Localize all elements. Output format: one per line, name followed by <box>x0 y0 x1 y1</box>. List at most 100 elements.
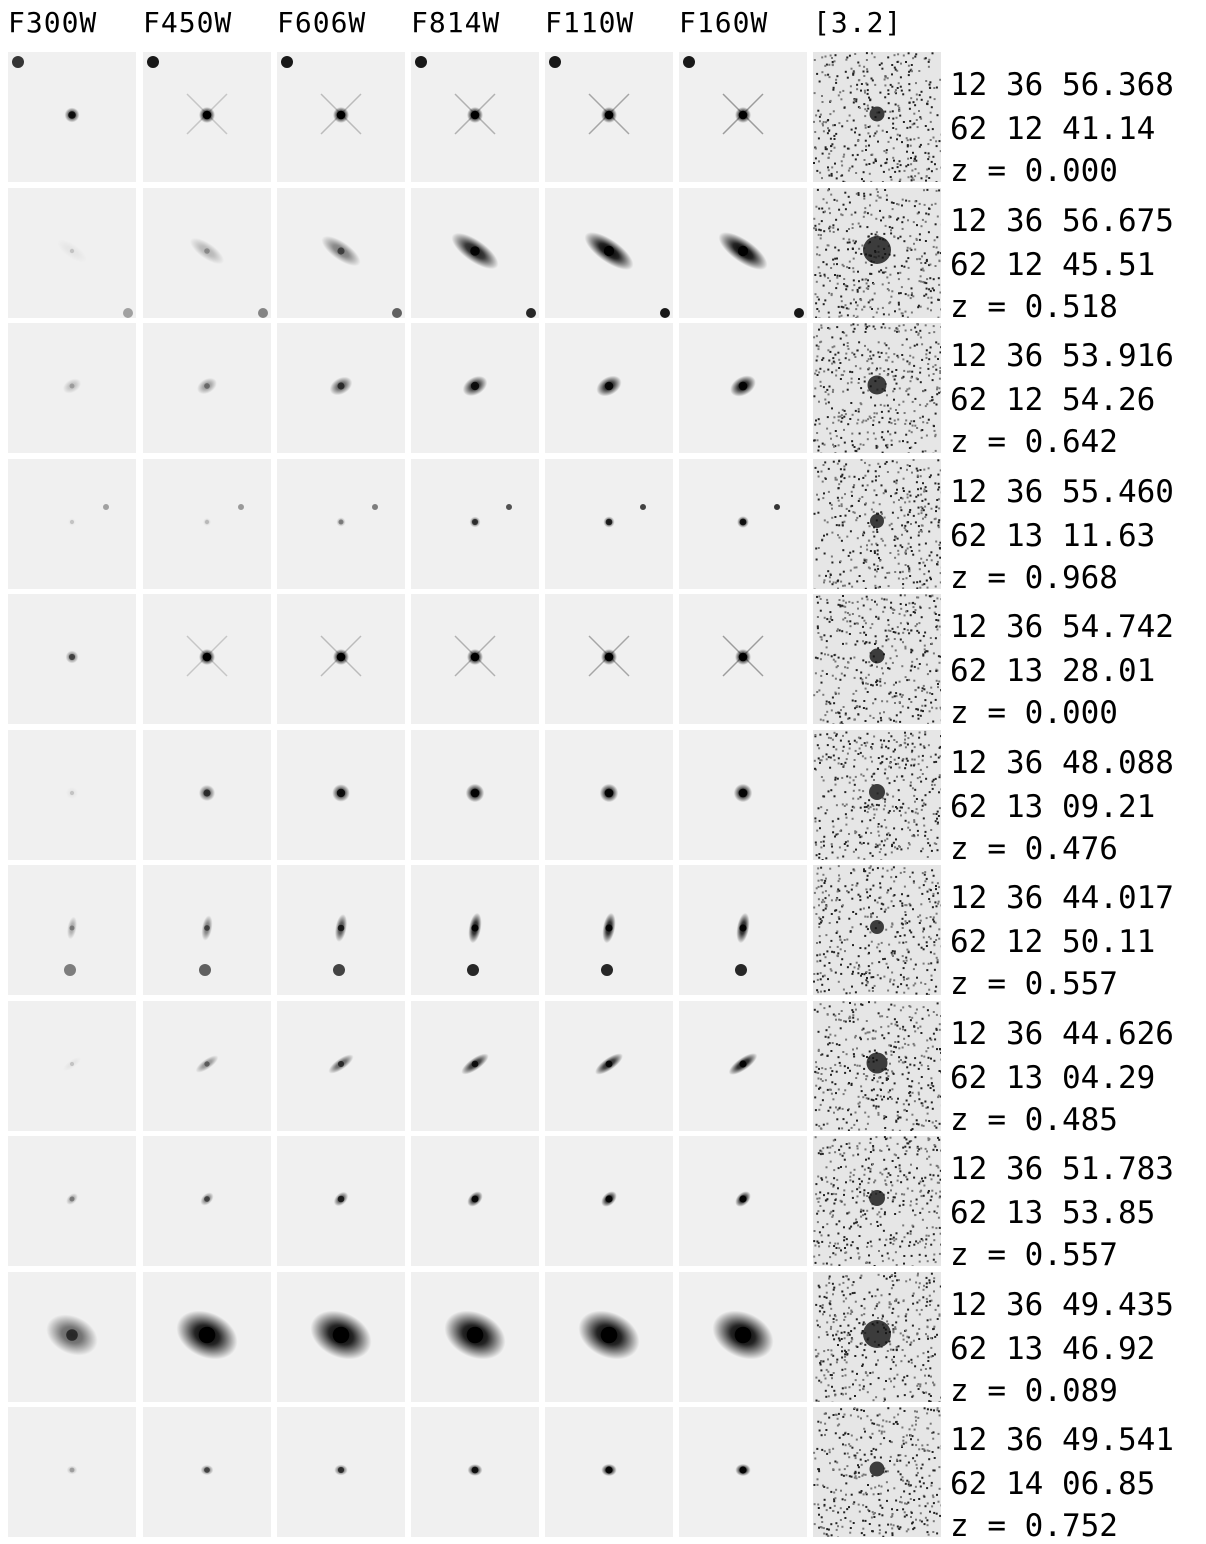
image-cutout <box>545 459 673 589</box>
dec-coordinate: 62 12 41.14 <box>950 114 1155 145</box>
image-cutout <box>277 1136 405 1266</box>
image-cutout <box>545 1001 673 1131</box>
image-cutout <box>143 594 271 724</box>
ra-coordinate: 12 36 44.626 <box>950 1019 1174 1050</box>
image-cutout <box>8 594 136 724</box>
image-cutout <box>679 188 807 318</box>
image-cutout <box>679 865 807 995</box>
image-cutout <box>545 52 673 182</box>
band-label-5: F160W <box>679 6 768 39</box>
dec-coordinate: 62 14 06.85 <box>950 1469 1155 1500</box>
dec-coordinate: 62 13 04.29 <box>950 1063 1155 1094</box>
dec-coordinate: 62 13 53.85 <box>950 1198 1155 1229</box>
irac-cutout <box>813 459 941 589</box>
image-cutout <box>143 1272 271 1402</box>
ra-coordinate: 12 36 44.017 <box>950 883 1174 914</box>
irac-cutout <box>813 1136 941 1266</box>
band-label-2: F606W <box>277 6 366 39</box>
ra-coordinate: 12 36 55.460 <box>950 477 1174 508</box>
redshift-label: z = 0.968 <box>950 563 1118 594</box>
redshift-label: z = 0.089 <box>950 1376 1118 1407</box>
image-cutout <box>8 323 136 453</box>
ra-coordinate: 12 36 48.088 <box>950 748 1174 779</box>
irac-cutout <box>813 52 941 182</box>
image-cutout <box>679 323 807 453</box>
image-cutout <box>411 188 539 318</box>
redshift-label: z = 0.518 <box>950 292 1118 323</box>
image-cutout <box>8 52 136 182</box>
image-cutout <box>411 323 539 453</box>
dec-coordinate: 62 12 50.11 <box>950 927 1155 958</box>
image-cutout <box>143 52 271 182</box>
image-cutout <box>8 1407 136 1537</box>
redshift-label: z = 0.557 <box>950 1240 1118 1271</box>
image-cutout <box>545 865 673 995</box>
dec-coordinate: 62 13 46.92 <box>950 1334 1155 1365</box>
band-label-1: F450W <box>143 6 232 39</box>
image-cutout <box>679 459 807 589</box>
irac-cutout <box>813 1272 941 1402</box>
image-cutout <box>411 1001 539 1131</box>
image-cutout <box>277 52 405 182</box>
image-cutout <box>143 730 271 860</box>
dec-coordinate: 62 13 09.21 <box>950 792 1155 823</box>
image-cutout <box>679 730 807 860</box>
dec-coordinate: 62 13 11.63 <box>950 521 1155 552</box>
ra-coordinate: 12 36 53.916 <box>950 341 1174 372</box>
band-label-3: F814W <box>411 6 500 39</box>
band-label-6: [3.2] <box>813 6 902 39</box>
image-cutout <box>411 459 539 589</box>
ra-coordinate: 12 36 56.368 <box>950 70 1174 101</box>
image-cutout <box>411 1407 539 1537</box>
ra-coordinate: 12 36 56.675 <box>950 206 1174 237</box>
image-cutout <box>411 594 539 724</box>
image-cutout <box>411 730 539 860</box>
image-cutout <box>143 188 271 318</box>
image-cutout <box>679 1272 807 1402</box>
ra-coordinate: 12 36 49.541 <box>950 1425 1174 1456</box>
image-cutout <box>277 459 405 589</box>
image-cutout <box>277 594 405 724</box>
image-cutout <box>277 323 405 453</box>
image-cutout <box>411 1272 539 1402</box>
image-cutout <box>143 1001 271 1131</box>
ra-coordinate: 12 36 54.742 <box>950 612 1174 643</box>
image-cutout <box>277 730 405 860</box>
image-cutout <box>545 1407 673 1537</box>
image-cutout <box>8 1272 136 1402</box>
irac-cutout <box>813 1001 941 1131</box>
image-cutout <box>545 1136 673 1266</box>
image-cutout <box>411 1136 539 1266</box>
dec-coordinate: 62 12 54.26 <box>950 385 1155 416</box>
image-cutout <box>545 323 673 453</box>
redshift-label: z = 0.752 <box>950 1511 1118 1542</box>
band-label-4: F110W <box>545 6 634 39</box>
redshift-label: z = 0.485 <box>950 1105 1118 1136</box>
image-cutout <box>143 323 271 453</box>
image-cutout <box>8 188 136 318</box>
image-cutout <box>679 52 807 182</box>
dec-coordinate: 62 12 45.51 <box>950 250 1155 281</box>
image-cutout <box>8 1136 136 1266</box>
